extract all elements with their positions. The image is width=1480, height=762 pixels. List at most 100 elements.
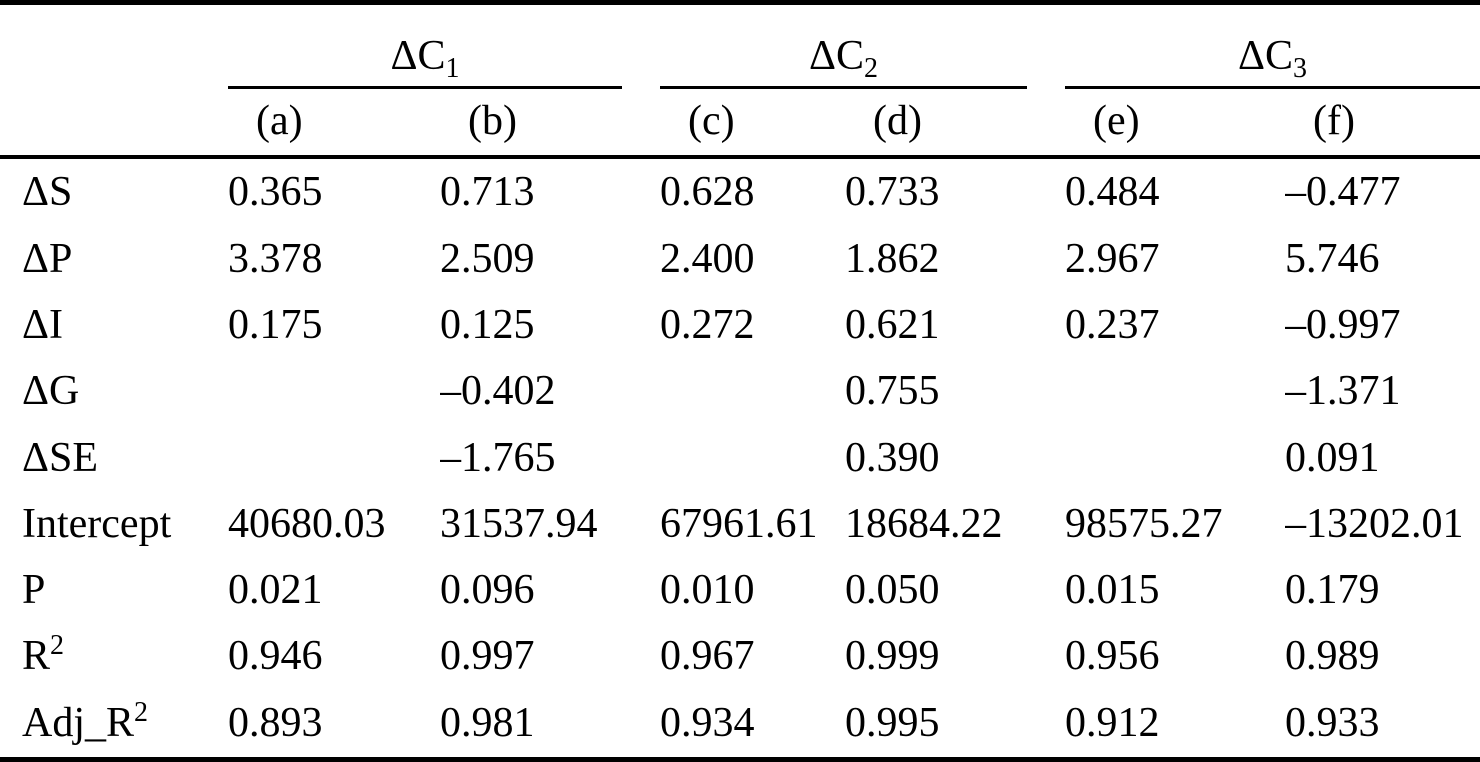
value-cell: 0.967 <box>660 633 755 680</box>
value-cell: 0.628 <box>660 168 755 215</box>
value-cell: 0.015 <box>1065 567 1160 614</box>
value-cell <box>1065 424 1285 490</box>
value-cell: 0.934 <box>660 700 755 747</box>
value-cell: 0.946 <box>228 633 323 680</box>
value-cell: –1.765 <box>440 434 556 481</box>
table-body: ΔS 0.365 0.713 0.628 0.733 0.484 –0.477 ΔP 3.378… <box>0 157 1480 760</box>
sub-header-empty-cell <box>0 88 228 159</box>
sub-header-d: (d) <box>845 88 1065 159</box>
table-row: ΔP 3.378 2.509 2.400 1.862 2.967 5.746 <box>0 226 1480 292</box>
value-cell: 0.755 <box>845 368 940 415</box>
sub-header-c: (c) <box>660 88 845 159</box>
value-cell <box>660 424 845 490</box>
row-label-text: ΔG <box>22 368 80 415</box>
sub-header-f: (f) <box>1285 88 1480 159</box>
value-cell: 0.272 <box>660 301 755 348</box>
group-spanner-dc2: ΔC2 <box>660 33 1027 89</box>
group-label-dc3: ΔC3 <box>1237 33 1308 85</box>
value-cell <box>1065 358 1285 424</box>
row-label: ΔG <box>0 358 228 424</box>
value-cell: 67961.61 <box>660 500 818 547</box>
value-cell: –13202.01 <box>1285 500 1464 547</box>
value-cell: 0.390 <box>845 434 940 481</box>
value-cell: –0.477 <box>1285 168 1401 215</box>
value-cell: 0.484 <box>1065 168 1160 215</box>
value-cell: –1.371 <box>1285 368 1401 415</box>
table-row: ΔI 0.175 0.125 0.272 0.621 0.237 –0.997 <box>0 292 1480 358</box>
row-label: Adj_R2 <box>0 690 228 760</box>
row-label: R2 <box>0 623 228 689</box>
value-cell: 0.997 <box>440 633 535 680</box>
value-cell: 0.733 <box>845 168 940 215</box>
row-label-text: P <box>22 567 46 614</box>
value-cell: 98575.27 <box>1065 500 1223 547</box>
corner-cell <box>0 3 228 89</box>
value-cell: 0.933 <box>1285 700 1380 747</box>
value-cell: 0.989 <box>1285 633 1380 680</box>
value-cell: 0.010 <box>660 567 755 614</box>
row-label: P <box>0 557 228 623</box>
value-cell: 1.862 <box>845 235 940 282</box>
value-cell: 31537.94 <box>440 500 598 547</box>
row-label-superscript: 2 <box>134 696 149 728</box>
group-label-dc1: ΔC1 <box>390 33 460 85</box>
value-cell <box>660 358 845 424</box>
group-spanner-dc1: ΔC1 <box>228 33 622 89</box>
value-cell: 0.956 <box>1065 633 1160 680</box>
group-spanner-dc3: ΔC3 <box>1065 33 1480 89</box>
value-cell: –0.402 <box>440 368 556 415</box>
value-cell: 0.995 <box>845 700 940 747</box>
value-cell: 0.237 <box>1065 301 1160 348</box>
table-row: Adj_R2 0.893 0.981 0.934 0.995 0.912 0.933 <box>0 690 1480 760</box>
value-cell: 0.893 <box>228 700 323 747</box>
value-cell: 0.179 <box>1285 567 1380 614</box>
sub-header-row: (a) (b) (c) (d) (e) (f) <box>0 88 1480 159</box>
row-label-text: Intercept <box>22 500 172 547</box>
value-cell <box>228 358 440 424</box>
value-cell: 0.621 <box>845 301 940 348</box>
table-row: ΔG –0.402 0.755 –1.371 <box>0 358 1480 424</box>
value-cell: 0.713 <box>440 168 535 215</box>
table-row: ΔS 0.365 0.713 0.628 0.733 0.484 –0.477 <box>0 157 1480 226</box>
value-cell: 2.509 <box>440 235 535 282</box>
value-cell: 0.981 <box>440 700 535 747</box>
value-cell <box>228 424 440 490</box>
table-row: Intercept 40680.03 31537.94 67961.61 18684.2… <box>0 491 1480 557</box>
row-label: Intercept <box>0 491 228 557</box>
group-header-cell-dc1: ΔC1 <box>228 3 660 89</box>
table-row: ΔSE –1.765 0.390 0.091 <box>0 424 1480 490</box>
value-cell: 18684.22 <box>845 500 1003 547</box>
value-cell: 0.175 <box>228 301 323 348</box>
value-cell: 0.050 <box>845 567 940 614</box>
row-label-superscript: 2 <box>50 629 65 661</box>
table-row: R2 0.946 0.997 0.967 0.999 0.956 0.989 <box>0 623 1480 689</box>
value-cell: –0.997 <box>1285 301 1401 348</box>
value-cell: 0.999 <box>845 633 940 680</box>
value-cell: 2.967 <box>1065 235 1160 282</box>
value-cell: 0.912 <box>1065 700 1160 747</box>
group-header-row: ΔC1 ΔC2 ΔC3 <box>0 3 1480 89</box>
value-cell: 0.365 <box>228 168 323 215</box>
sub-header-b: (b) <box>440 88 660 159</box>
group-header-cell-dc2: ΔC2 <box>660 3 1065 89</box>
value-cell: 0.125 <box>440 301 535 348</box>
sub-header-e: (e) <box>1065 88 1285 159</box>
value-cell: 5.746 <box>1285 235 1380 282</box>
row-label: ΔS <box>0 157 228 226</box>
value-cell: 0.021 <box>228 567 323 614</box>
row-label: ΔI <box>0 292 228 358</box>
value-cell: 3.378 <box>228 235 323 282</box>
row-label-text: Adj_R <box>22 700 135 747</box>
value-cell: 40680.03 <box>228 500 386 547</box>
row-label-text: ΔS <box>22 168 73 215</box>
row-label: ΔP <box>0 226 228 292</box>
row-label-text: R <box>22 633 51 680</box>
row-label-text: ΔP <box>22 235 73 282</box>
table-row: P 0.021 0.096 0.010 0.050 0.015 0.179 <box>0 557 1480 623</box>
row-label-text: ΔI <box>22 301 63 348</box>
sub-header-a: (a) <box>228 88 440 159</box>
row-label-text: ΔSE <box>22 434 99 481</box>
value-cell: 0.091 <box>1285 434 1380 481</box>
row-label: ΔSE <box>0 424 228 490</box>
